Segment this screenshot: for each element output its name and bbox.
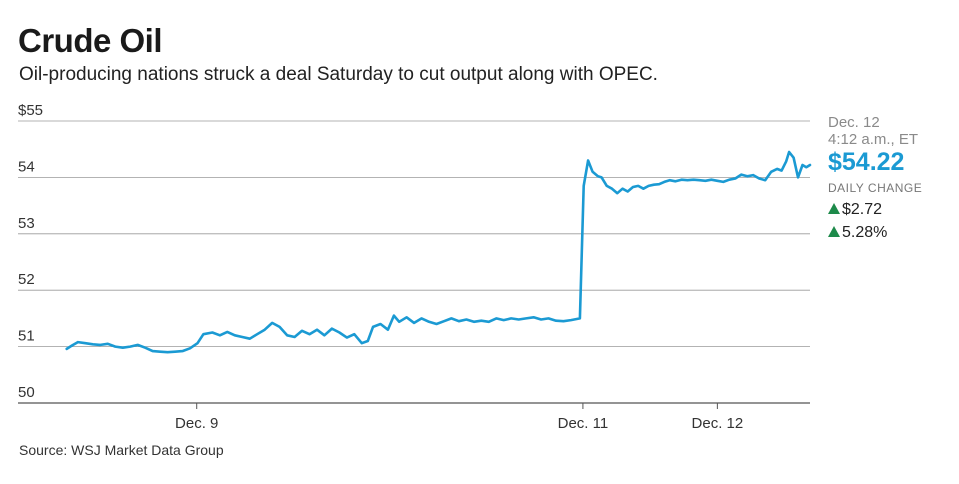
y-tick-label: 50 [18,384,35,401]
change-percent-value: 5.28% [842,224,888,241]
latest-date: Dec. 12 [828,114,880,131]
daily-change-label: DAILY CHANGE [828,181,923,195]
up-arrow-icon [828,226,840,237]
y-tick-label: 53 [18,215,35,232]
x-tick-label: Dec. 9 [175,415,218,432]
source-note: Source: WSJ Market Data Group [19,442,224,458]
x-axis-ticks: Dec. 9 Dec. 11 Dec. 12 [175,403,743,432]
y-tick-label: 51 [18,328,35,345]
series-line [65,150,812,354]
price-series [65,150,812,354]
x-tick-label: Dec. 12 [692,415,744,432]
gridlines [18,120,810,404]
change-dollar: $2.72 [828,201,882,219]
y-tick-label: 52 [18,271,35,288]
up-arrow-icon [828,203,840,214]
latest-price: $54.22 [828,148,905,176]
latest-time: 4:12 a.m., ET [828,131,919,148]
y-axis-ticks: $55 54 53 52 51 50 [18,102,43,401]
change-percent: 5.28% [828,224,887,242]
chart-subtitle: Oil-producing nations struck a deal Satu… [19,64,658,85]
y-tick-label: $55 [18,102,43,119]
y-tick-label: 54 [18,158,35,175]
chart-title: Crude Oil [18,22,163,59]
x-tick-label: Dec. 11 [558,415,609,432]
change-dollar-value: $2.72 [842,201,883,218]
